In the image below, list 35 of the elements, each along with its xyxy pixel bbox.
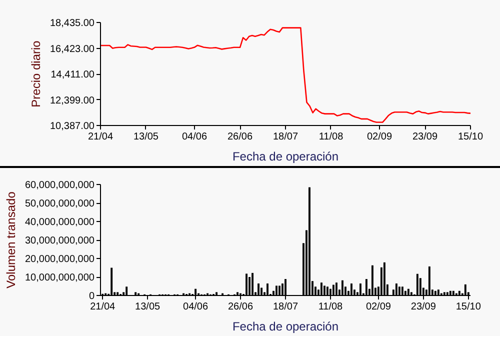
x-axis-title: Fecha de operación bbox=[232, 150, 339, 164]
y-tick-label: 50,000,000,000 bbox=[24, 198, 95, 210]
y-axis-title: Precio diario bbox=[29, 40, 44, 108]
y-tick-label: 30,000,000,000 bbox=[24, 236, 95, 246]
x-tick-label: 21/04 bbox=[88, 132, 114, 142]
x-axis-title: Fecha de operación bbox=[232, 320, 339, 334]
x-tick-label: 23/09 bbox=[412, 132, 438, 142]
x-tick-label: 02/09 bbox=[367, 132, 392, 142]
x-tick-label: 15/10 bbox=[458, 132, 484, 142]
y-tick-label: 10,000,000,000 bbox=[24, 272, 95, 284]
x-tick-label: 02/09 bbox=[366, 302, 392, 312]
y-axis-title: Volumen transado bbox=[4, 191, 18, 288]
y-tick-label: 18,435.00 bbox=[50, 18, 95, 29]
x-tick-label: 26/06 bbox=[228, 302, 254, 312]
x-tick-label: 11/08 bbox=[318, 132, 344, 142]
x-tick-label: 04/06 bbox=[183, 302, 208, 312]
x-tick-label: 13/05 bbox=[133, 132, 159, 142]
y-tick-label: 16,423.00 bbox=[50, 44, 95, 55]
x-tick-label: 13/05 bbox=[135, 302, 161, 312]
x-tick-label: 18/07 bbox=[272, 302, 298, 312]
y-tick-label: 12,399.00 bbox=[50, 95, 95, 106]
y-tick-label: 60,000,000,000 bbox=[24, 180, 95, 191]
x-tick-label: 15/10 bbox=[456, 302, 482, 312]
x-tick-label: 18/07 bbox=[272, 132, 298, 142]
line-series bbox=[100, 27, 470, 123]
x-tick-label: 23/09 bbox=[410, 302, 436, 312]
x-tick-label: 26/06 bbox=[227, 132, 253, 142]
y-tick-label: 20,000,000,000 bbox=[24, 254, 95, 265]
x-tick-label: 04/06 bbox=[182, 132, 208, 142]
y-tick-label: 0 bbox=[88, 291, 95, 302]
y-tick-label: 10,387.00 bbox=[50, 121, 95, 132]
x-tick-label: 11/08 bbox=[318, 302, 344, 312]
y-tick-label: 40,000,000,000 bbox=[24, 217, 95, 228]
y-tick-label: 14,411.00 bbox=[50, 70, 95, 80]
x-tick-label: 21/04 bbox=[90, 302, 116, 312]
